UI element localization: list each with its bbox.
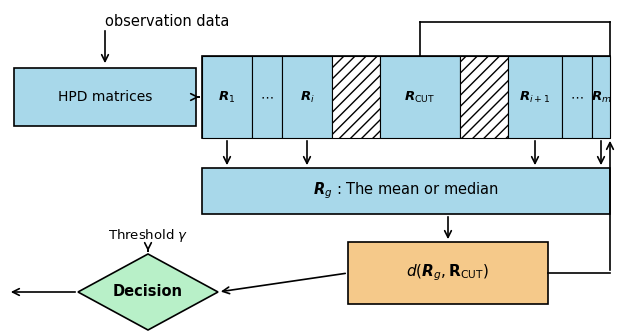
Bar xyxy=(592,56,610,138)
Text: $\boldsymbol{R}_i$: $\boldsymbol{R}_i$ xyxy=(300,89,314,104)
Bar xyxy=(562,56,592,138)
Text: $\boldsymbol{R}_g$ : The mean or median: $\boldsymbol{R}_g$ : The mean or median xyxy=(313,181,499,201)
Polygon shape xyxy=(78,254,218,330)
Text: $\boldsymbol{R}_{\mathrm{CUT}}$: $\boldsymbol{R}_{\mathrm{CUT}}$ xyxy=(404,89,436,104)
Bar xyxy=(332,56,380,138)
Bar xyxy=(460,56,508,138)
Text: Threshold $\gamma$: Threshold $\gamma$ xyxy=(108,227,188,245)
Text: $\boldsymbol{R}_{i+1}$: $\boldsymbol{R}_{i+1}$ xyxy=(519,89,550,104)
Bar xyxy=(202,168,610,214)
Text: observation data: observation data xyxy=(105,14,230,29)
Text: Decision: Decision xyxy=(113,285,183,299)
Bar xyxy=(252,56,282,138)
Bar xyxy=(202,56,610,138)
Text: $\cdots$: $\cdots$ xyxy=(570,90,584,103)
Bar xyxy=(508,56,562,138)
Text: HPD matrices: HPD matrices xyxy=(58,90,152,104)
Bar xyxy=(202,56,252,138)
Bar xyxy=(14,68,196,126)
Bar xyxy=(380,56,460,138)
Text: $\cdots$: $\cdots$ xyxy=(260,90,274,103)
Text: $\boldsymbol{R}_m$: $\boldsymbol{R}_m$ xyxy=(591,89,612,104)
Bar xyxy=(348,242,548,304)
Bar xyxy=(282,56,332,138)
Text: $\boldsymbol{R}_1$: $\boldsymbol{R}_1$ xyxy=(218,89,236,104)
Text: $d(\boldsymbol{R}_g, \mathbf{R}_{\mathrm{CUT}})$: $d(\boldsymbol{R}_g, \mathbf{R}_{\mathrm… xyxy=(406,263,490,283)
